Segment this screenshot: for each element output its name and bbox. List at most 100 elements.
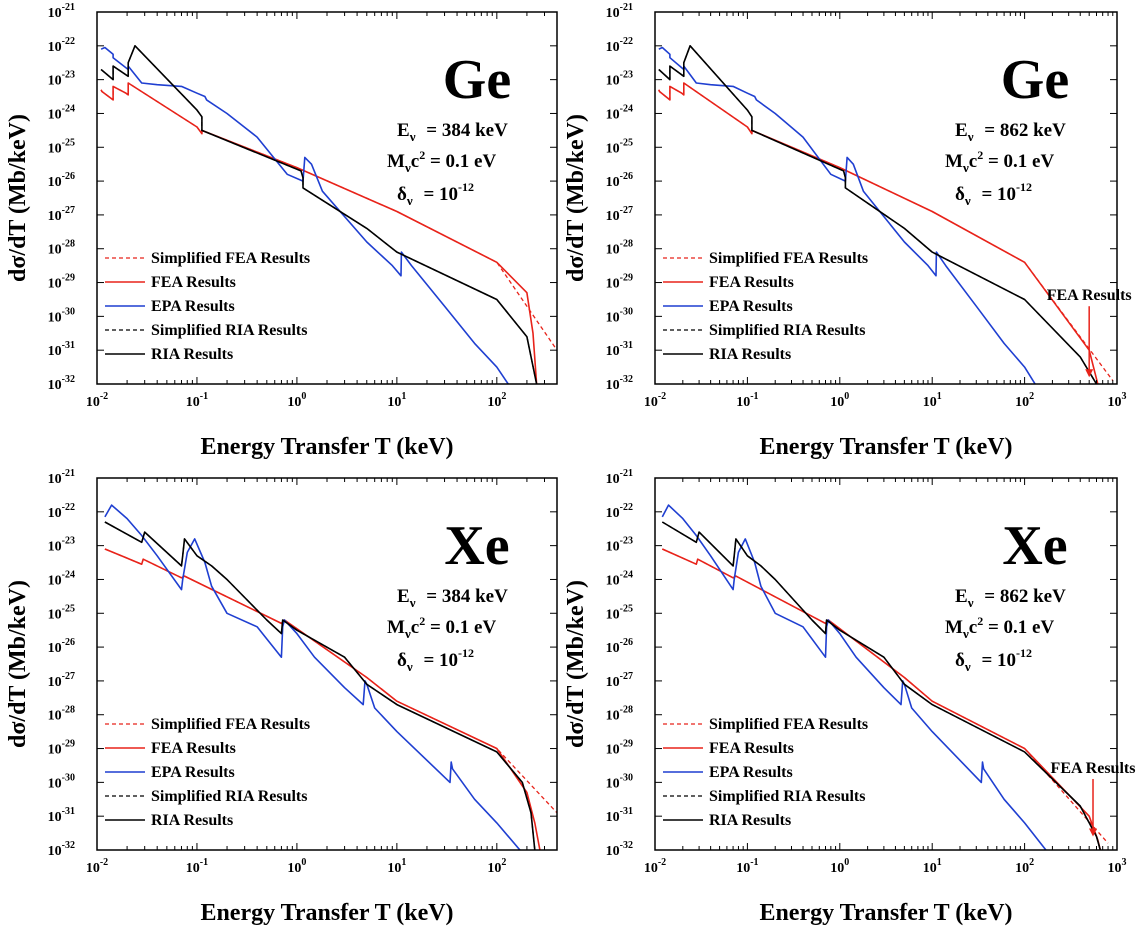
legend-label: EPA Results bbox=[709, 764, 793, 781]
x-tick-label: 101 bbox=[387, 857, 406, 876]
plot-area bbox=[658, 44, 1114, 384]
y-tick-label: 10-21 bbox=[606, 468, 633, 487]
legend-label: RIA Results bbox=[151, 812, 233, 829]
y-tick-label: 10-26 bbox=[606, 637, 633, 656]
y-tick-label: 10-22 bbox=[606, 502, 633, 521]
legend-label: Simplified FEA Results bbox=[151, 250, 310, 267]
y-tick-label: 10-24 bbox=[48, 569, 75, 588]
y-tick-label: 10-23 bbox=[48, 70, 75, 89]
legend-label: FEA Results bbox=[151, 740, 236, 757]
annotation-arrowhead bbox=[1085, 369, 1094, 378]
param-delta: δν = 10-12 bbox=[955, 646, 1032, 674]
y-tick-label: 10-24 bbox=[606, 569, 633, 588]
y-tick-label: 10-22 bbox=[606, 36, 633, 55]
element-symbol: Ge bbox=[443, 49, 511, 111]
series-line-epa-results bbox=[661, 504, 1047, 850]
x-tick-label: 10-2 bbox=[86, 857, 108, 876]
legend-label: FEA Results bbox=[151, 274, 236, 291]
chart-panel-1: 10-2 10-1 100 101 102 10-32 10-31 10-30 10-29 10-… bbox=[5, 2, 558, 460]
legend-label: FEA Results bbox=[709, 740, 794, 757]
chart-panel-4: 10-2 10-1 100 101 102 103 10-32 10-31 10-30 10-29… bbox=[563, 468, 1135, 926]
y-tick-label: 10-25 bbox=[48, 603, 75, 622]
y-tick-label: 10-30 bbox=[606, 772, 633, 791]
x-tick-label: 100 bbox=[830, 857, 849, 876]
y-tick-label: 10-26 bbox=[48, 171, 75, 190]
y-tick-label: 10-24 bbox=[48, 103, 75, 122]
plot-area bbox=[661, 504, 1109, 850]
x-tick-label: 101 bbox=[387, 391, 406, 410]
y-tick-label: 10-23 bbox=[606, 70, 633, 89]
series-line-fea-results bbox=[100, 82, 538, 384]
y-axis-label: dσ/dT (Mb/keV) bbox=[5, 580, 31, 748]
legend-label: Simplified RIA Results bbox=[709, 322, 865, 339]
x-tick-label: 10-1 bbox=[736, 857, 758, 876]
legend-label: RIA Results bbox=[709, 346, 791, 363]
legend-label: Simplified FEA Results bbox=[151, 716, 310, 733]
y-tick-label: 10-32 bbox=[606, 374, 633, 393]
y-tick-label: 10-27 bbox=[48, 671, 75, 690]
legend-label: Simplified RIA Results bbox=[151, 322, 307, 339]
x-tick-label: 103 bbox=[1108, 391, 1127, 410]
legend-label: EPA Results bbox=[151, 298, 235, 315]
legend-label: EPA Results bbox=[709, 298, 793, 315]
x-tick-label: 102 bbox=[487, 857, 506, 876]
y-tick-label: 10-29 bbox=[48, 739, 75, 758]
y-axis-label: dσ/dT (Mb/keV) bbox=[563, 580, 589, 748]
y-tick-label: 10-23 bbox=[48, 536, 75, 555]
y-tick-label: 10-28 bbox=[48, 705, 75, 724]
x-tick-label: 100 bbox=[287, 391, 306, 410]
x-tick-label: 102 bbox=[1015, 857, 1034, 876]
x-axis-label: Energy Transfer T (keV) bbox=[759, 434, 1012, 460]
param-mass: Mνc2 = 0.1 eV bbox=[387, 614, 496, 641]
annotation-label: FEA Results bbox=[1051, 760, 1136, 777]
x-axis-label: Energy Transfer T (keV) bbox=[200, 434, 453, 460]
plot-frame bbox=[654, 11, 1118, 385]
x-axis-label: Energy Transfer T (keV) bbox=[200, 900, 453, 926]
legend-label: EPA Results bbox=[151, 764, 235, 781]
y-tick-label: 10-31 bbox=[48, 806, 75, 825]
legend-label: Simplified RIA Results bbox=[709, 788, 865, 805]
element-symbol: Xe bbox=[444, 515, 509, 577]
x-tick-label: 10-1 bbox=[186, 857, 208, 876]
x-tick-label: 100 bbox=[287, 857, 306, 876]
x-tick-label: 10-2 bbox=[86, 391, 108, 410]
y-tick-label: 10-21 bbox=[48, 2, 75, 21]
y-axis-label: dσ/dT (Mb/keV) bbox=[5, 114, 31, 282]
chart-panel-2: 10-2 10-1 100 101 102 103 10-32 10-31 10-30 10-29… bbox=[563, 2, 1132, 460]
y-tick-label: 10-27 bbox=[606, 671, 633, 690]
y-tick-label: 10-29 bbox=[606, 273, 633, 292]
y-axis-label: dσ/dT (Mb/keV) bbox=[563, 114, 589, 282]
x-tick-label: 103 bbox=[1108, 857, 1127, 876]
plot-frame bbox=[654, 477, 1118, 851]
y-tick-label: 10-30 bbox=[606, 306, 633, 325]
y-tick-label: 10-25 bbox=[606, 137, 633, 156]
legend-label: Simplified RIA Results bbox=[151, 788, 307, 805]
param-mass: Mνc2 = 0.1 eV bbox=[387, 148, 496, 175]
param-mass: Mνc2 = 0.1 eV bbox=[945, 148, 1054, 175]
param-energy: Eν = 384 keV bbox=[397, 586, 508, 610]
legend-label: FEA Results bbox=[709, 274, 794, 291]
x-tick-label: 100 bbox=[830, 391, 849, 410]
y-tick-label: 10-30 bbox=[48, 306, 75, 325]
legend-label: Simplified FEA Results bbox=[709, 716, 868, 733]
series-line-ria-results bbox=[661, 521, 1102, 850]
x-tick-label: 10-1 bbox=[736, 391, 758, 410]
legend-label: Simplified FEA Results bbox=[709, 250, 868, 267]
param-energy: Eν = 862 keV bbox=[955, 120, 1066, 144]
y-tick-label: 10-27 bbox=[606, 205, 633, 224]
y-tick-label: 10-28 bbox=[606, 239, 633, 258]
annotation-arrowhead bbox=[1089, 828, 1098, 837]
y-tick-label: 10-26 bbox=[48, 637, 75, 656]
y-tick-label: 10-28 bbox=[48, 239, 75, 258]
y-tick-label: 10-32 bbox=[48, 374, 75, 393]
series-line-fea-results bbox=[658, 82, 1099, 384]
x-tick-label: 10-2 bbox=[644, 391, 666, 410]
x-tick-label: 10-2 bbox=[644, 857, 666, 876]
element-symbol: Xe bbox=[1002, 515, 1067, 577]
y-tick-label: 10-29 bbox=[606, 739, 633, 758]
legend-label: RIA Results bbox=[151, 346, 233, 363]
annotation-label: FEA Results bbox=[1047, 287, 1132, 304]
y-tick-label: 10-28 bbox=[606, 705, 633, 724]
y-tick-label: 10-32 bbox=[48, 840, 75, 859]
